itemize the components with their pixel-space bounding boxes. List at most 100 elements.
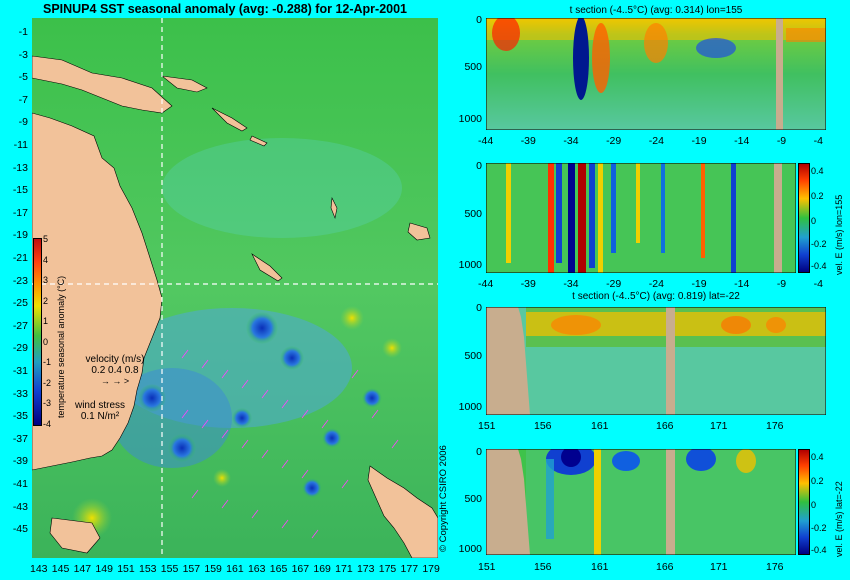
lon-tick: 167 xyxy=(291,563,310,575)
lon-tick: 151 xyxy=(478,561,496,573)
lat-tick: -14 xyxy=(734,135,750,147)
panel3-title: t section (-4..5°C) (avg: 0.819) lat=-22 xyxy=(572,291,740,302)
velocity-arrows-icon: → → > xyxy=(100,376,130,386)
lon-tick: 143 xyxy=(30,563,48,575)
velocity-legend: velocity (m/s) 0.2 0.4 0.8 → → > xyxy=(80,354,150,386)
wind-stress-arrows xyxy=(181,349,399,539)
lat-tick: -3 xyxy=(18,48,28,61)
new-britain-island xyxy=(160,75,208,93)
panel1-lat-axis: -44 -39 -34 -29 -24 -19 -14 -9 -4 xyxy=(478,135,823,147)
lat-tick: -1 xyxy=(18,26,28,38)
velocity-colorbar-2-label: vel. E (m/s) lat=-22 xyxy=(834,481,844,557)
cool-anomaly-region xyxy=(56,302,402,538)
lat-tick: -34 xyxy=(563,135,579,147)
lat-tick: -5 xyxy=(18,71,28,84)
australia-landmass xyxy=(32,112,163,471)
lat-tick: -24 xyxy=(648,278,664,290)
lon-tick: 161 xyxy=(226,563,244,575)
lon-tick: 177 xyxy=(400,563,419,575)
fiji-islands xyxy=(407,222,431,241)
depth-tick: 0 xyxy=(476,14,482,26)
panel2-lat-axis: -44 -39 -34 -29 -24 -19 -14 -9 -4 xyxy=(478,278,823,290)
velocity-colorbar-2 xyxy=(798,449,810,555)
lon-tick: 171 xyxy=(710,420,728,432)
lat-tick: -29 xyxy=(606,278,622,290)
lat-tick: -44 xyxy=(478,278,494,290)
lon-tick: 145 xyxy=(51,563,70,575)
tasmania-island xyxy=(49,517,101,554)
lon-tick: 163 xyxy=(247,563,266,575)
lat-tick: -13 xyxy=(12,161,28,174)
colorbar-tick: 4 xyxy=(43,254,49,265)
velocity-colorbar xyxy=(798,163,810,273)
depth-tick: 500 xyxy=(464,350,482,362)
lat-tick: -7 xyxy=(18,93,28,106)
lat-22-velocity-section[interactable] xyxy=(486,449,796,555)
lon-tick: 159 xyxy=(204,563,222,575)
lat-tick: -29 xyxy=(606,135,622,147)
colorbar-tick: 5 xyxy=(43,234,49,244)
lon-tick: 157 xyxy=(182,563,201,575)
lon-tick: 179 xyxy=(422,563,440,575)
lat-tick: -9 xyxy=(776,135,787,147)
lat-tick: -29 xyxy=(12,342,28,355)
lat-tick: -39 xyxy=(520,278,536,290)
velocity-colorbar-ticks: 0.4 0.2 0 -0.2 -0.4 xyxy=(811,161,831,273)
colorbar-tick: -2 xyxy=(43,377,52,388)
lat-tick: -19 xyxy=(691,278,707,290)
lat-tick: -19 xyxy=(691,135,707,147)
colorbar-tick: 0 xyxy=(811,216,817,226)
wind-legend: wind stress 0.1 N/m² xyxy=(70,400,130,422)
lat-tick: -4 xyxy=(813,135,823,147)
colorbar-tick: 1 xyxy=(43,316,49,326)
panel4-lon-axis: 151 156 161 166 171 176 xyxy=(478,561,786,575)
lat-tick: -4 xyxy=(813,278,823,290)
lon-tick: 175 xyxy=(378,563,397,575)
lat-tick: -25 xyxy=(12,297,28,310)
depth-tick: 500 xyxy=(464,208,482,220)
lon-tick: 156 xyxy=(534,561,552,573)
lat-tick: -17 xyxy=(12,206,28,219)
lon-tick: 171 xyxy=(335,563,353,575)
colorbar-tick: 2 xyxy=(43,295,49,306)
lat-tick: -33 xyxy=(12,387,28,400)
depth-tick: 1000 xyxy=(458,401,482,413)
lat-tick: -14 xyxy=(734,278,750,290)
lat-tick: -19 xyxy=(12,229,28,242)
lon-tick: 156 xyxy=(534,420,552,432)
lat-tick: -39 xyxy=(520,135,536,147)
lat-22-temperature-section[interactable] xyxy=(486,307,826,415)
lon-tick: 155 xyxy=(160,563,179,575)
colorbar-tick: 0 xyxy=(43,336,49,347)
depth-tick: 1000 xyxy=(458,113,482,125)
lat-tick: -39 xyxy=(12,455,28,468)
velocity-legend-scale: 0.2 0.4 0.8 xyxy=(91,365,139,376)
sst-colorbar-label: temperature seasonal anomaly (°C) xyxy=(56,275,66,418)
new-caledonia-island xyxy=(251,253,283,282)
lat-tick: -27 xyxy=(12,319,28,332)
colorbar-tick: -0.2 xyxy=(811,239,827,249)
colorbar-tick: 0.4 xyxy=(811,452,824,462)
lat-tick: -9 xyxy=(18,116,28,129)
new-zealand-north-island xyxy=(367,465,438,558)
lon-tick: 169 xyxy=(313,563,331,575)
depth-tick: 1000 xyxy=(458,259,482,271)
sst-anomaly-map[interactable] xyxy=(32,18,438,558)
sst-colorbar xyxy=(33,238,42,426)
lat-tick: -34 xyxy=(563,278,579,290)
lon-tick: 165 xyxy=(269,563,288,575)
lon-tick: 171 xyxy=(710,561,728,573)
lon-tick: 176 xyxy=(766,561,784,573)
lon155-velocity-section[interactable] xyxy=(486,163,796,273)
warm-swirl-region xyxy=(162,138,402,238)
lon-tick: 161 xyxy=(591,420,609,432)
lon-tick: 173 xyxy=(356,563,375,575)
lon155-temperature-section[interactable] xyxy=(486,18,826,130)
map-title: SPINUP4 SST seasonal anomaly (avg: -0.28… xyxy=(42,2,408,16)
wind-legend-label: wind stress xyxy=(74,400,125,411)
lat-tick: -31 xyxy=(12,365,28,377)
colorbar-tick: -0.2 xyxy=(811,523,827,533)
continental-shelf-land xyxy=(486,307,530,415)
lat-tick: -24 xyxy=(648,135,664,147)
depth-tick: 500 xyxy=(464,61,482,73)
